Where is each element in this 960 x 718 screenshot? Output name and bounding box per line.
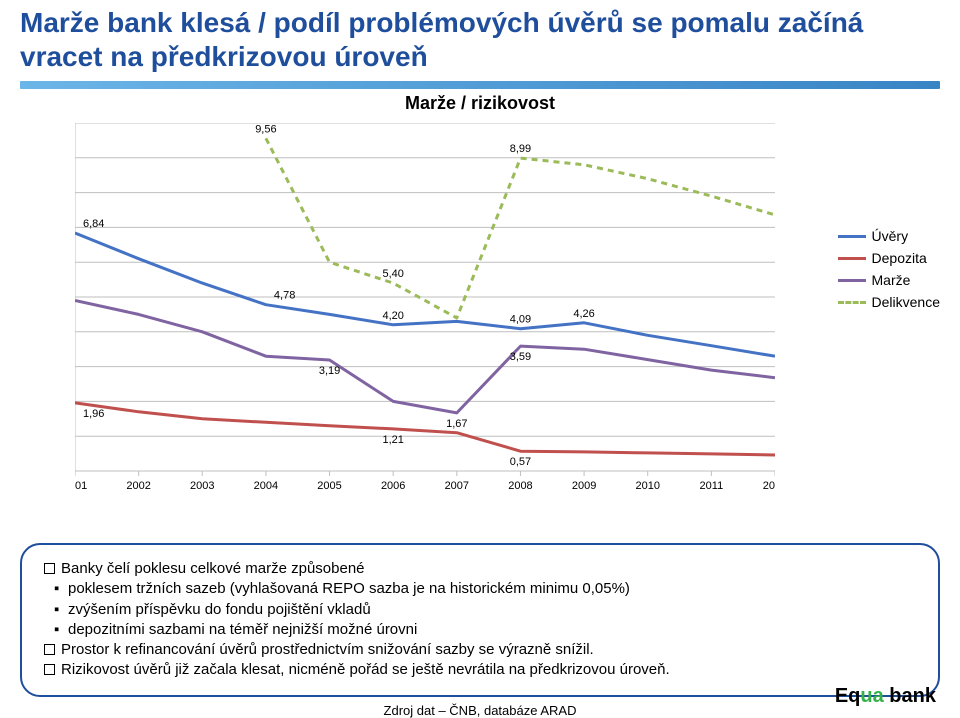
equa-bank-logo: Equa bank xyxy=(835,685,936,708)
chart-container: Marže / rizikovost 0,001,002,003,004,005… xyxy=(20,93,940,533)
svg-text:4,26: 4,26 xyxy=(573,308,594,320)
legend-label: Depozita xyxy=(872,250,927,266)
svg-text:2003: 2003 xyxy=(190,480,214,492)
svg-text:1,67: 1,67 xyxy=(446,418,467,430)
page-title: Marže bank klesá / podíl problémových úv… xyxy=(0,0,960,75)
svg-text:2001: 2001 xyxy=(75,480,87,492)
chart-title: Marže / rizikovost xyxy=(20,93,940,114)
svg-text:1,96: 1,96 xyxy=(83,408,104,420)
legend-swatch xyxy=(838,235,866,238)
bullet-1: Banky čelí poklesu celkové marže způsobe… xyxy=(61,560,365,577)
legend-label: Marže xyxy=(872,272,911,288)
svg-text:4,78: 4,78 xyxy=(274,290,295,302)
legend-item: Depozita xyxy=(838,250,940,266)
svg-text:4,20: 4,20 xyxy=(382,310,403,322)
svg-text:5,40: 5,40 xyxy=(382,268,403,280)
bullet-2: Prostor k refinancování úvěrů prostředni… xyxy=(61,641,594,658)
svg-text:2010: 2010 xyxy=(635,480,659,492)
svg-text:2009: 2009 xyxy=(572,480,596,492)
legend-item: Úvěry xyxy=(838,228,940,244)
svg-text:6,84: 6,84 xyxy=(83,218,104,230)
legend-swatch xyxy=(838,301,866,304)
svg-text:2002: 2002 xyxy=(126,480,150,492)
svg-text:9,56: 9,56 xyxy=(255,123,276,135)
line-chart: 0,001,002,003,004,005,006,007,008,009,00… xyxy=(75,123,775,493)
bullet-1a: poklesem tržních sazeb (vyhlašovaná REPO… xyxy=(68,580,630,597)
legend-swatch xyxy=(838,279,866,282)
bullet-1b: zvýšením příspěvku do fondu pojištění vk… xyxy=(68,601,371,618)
svg-text:1,21: 1,21 xyxy=(382,434,403,446)
svg-text:8,99: 8,99 xyxy=(510,143,531,155)
svg-text:2004: 2004 xyxy=(254,480,278,492)
svg-text:0,57: 0,57 xyxy=(510,456,531,468)
svg-text:3,59: 3,59 xyxy=(510,351,531,363)
legend-label: Delikvence xyxy=(872,294,940,310)
legend-label: Úvěry xyxy=(872,228,909,244)
svg-text:2006: 2006 xyxy=(381,480,405,492)
bullet-3: Rizikovost úvěrů již začala klesat, nicm… xyxy=(61,661,670,678)
svg-text:4,09: 4,09 xyxy=(510,314,531,326)
data-source-footer: Zdroj dat – ČNB, databáze ARAD xyxy=(0,703,960,718)
svg-text:2011: 2011 xyxy=(700,480,724,492)
svg-text:2005: 2005 xyxy=(317,480,341,492)
legend-item: Marže xyxy=(838,272,940,288)
legend-swatch xyxy=(838,257,866,260)
svg-text:2012: 2012 xyxy=(763,480,775,492)
bullet-1c: depozitními sazbami na téměř nejnižší mo… xyxy=(68,621,417,638)
chart-legend: Úvěry Depozita Marže Delikvence xyxy=(838,228,940,316)
svg-text:3,19: 3,19 xyxy=(319,365,340,377)
svg-text:2008: 2008 xyxy=(508,480,532,492)
info-box: Banky čelí poklesu celkové marže způsobe… xyxy=(20,543,940,697)
svg-text:2007: 2007 xyxy=(445,480,469,492)
title-underline xyxy=(20,81,940,89)
legend-item: Delikvence xyxy=(838,294,940,310)
